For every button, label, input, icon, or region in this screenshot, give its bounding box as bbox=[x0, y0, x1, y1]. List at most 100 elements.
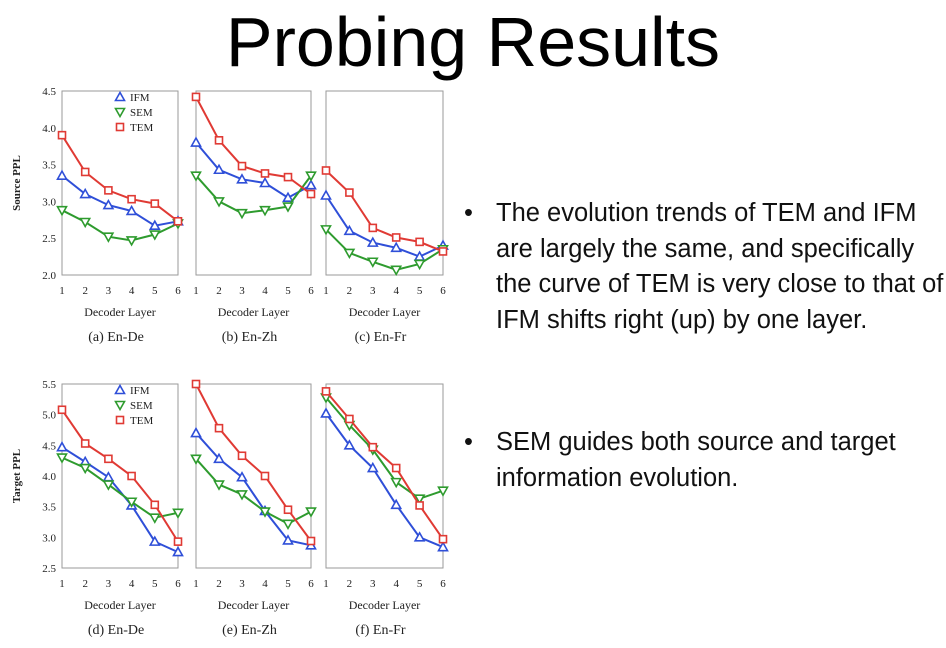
x-tick-label: 6 bbox=[308, 578, 314, 590]
data-point-sem bbox=[305, 171, 317, 182]
data-point-tem bbox=[57, 130, 67, 140]
data-point-tem bbox=[237, 161, 247, 171]
data-point-ifm bbox=[102, 198, 115, 210]
y-tick-label: 4.5 bbox=[42, 440, 56, 452]
data-point-sem bbox=[282, 519, 294, 530]
bullet-dot-icon: • bbox=[464, 428, 473, 456]
data-point-tem bbox=[391, 233, 401, 242]
x-tick-label: 3 bbox=[106, 578, 112, 590]
data-point-ifm bbox=[56, 169, 68, 180]
bullet-item: • The evolution trends of TEM and IFM ar… bbox=[460, 196, 946, 338]
bullet-dot-icon: • bbox=[464, 199, 473, 227]
x-tick-label: 3 bbox=[239, 285, 245, 297]
data-point-sem bbox=[148, 230, 161, 241]
data-point-tem bbox=[438, 534, 448, 544]
subplot-caption: (c) En-Fr bbox=[355, 330, 407, 345]
x-tick-label: 4 bbox=[262, 285, 268, 297]
data-point-tem bbox=[391, 463, 401, 473]
x-tick-label: 4 bbox=[129, 578, 135, 590]
legend-marker-tem bbox=[115, 415, 125, 425]
series-line-ifm bbox=[61, 174, 179, 227]
slide-title: Probing Results bbox=[225, 3, 721, 81]
data-point-sem bbox=[366, 257, 379, 268]
x-tick-label: 5 bbox=[285, 285, 291, 297]
x-tick-label: 3 bbox=[370, 285, 376, 297]
legend-marker-tem bbox=[115, 122, 125, 132]
data-point-ifm bbox=[236, 471, 248, 482]
data-point-sem bbox=[282, 202, 294, 213]
series-line-tem bbox=[325, 169, 444, 253]
data-point-sem bbox=[79, 463, 92, 475]
x-axis-label: Decoder Layer bbox=[218, 305, 290, 319]
plot-frame bbox=[325, 383, 444, 569]
x-tick-label: 2 bbox=[347, 285, 353, 297]
subplot-caption: (d) En-De bbox=[88, 623, 144, 638]
x-axis-label: Decoder Layer bbox=[349, 305, 421, 319]
data-point-ifm bbox=[259, 176, 271, 188]
y-tick-label: 2.0 bbox=[42, 270, 56, 282]
legend-marker-sem bbox=[114, 400, 126, 412]
data-point-sem bbox=[343, 248, 356, 260]
data-point-tem bbox=[415, 237, 424, 247]
data-point-sem bbox=[56, 453, 68, 464]
data-point-sem bbox=[390, 265, 403, 276]
data-point-sem bbox=[305, 507, 317, 518]
data-point-tem bbox=[321, 166, 331, 175]
data-point-tem bbox=[57, 405, 67, 415]
y-tick-label: 3.5 bbox=[42, 160, 56, 172]
bullet-text: SEM guides both source and target inform… bbox=[496, 428, 896, 492]
probing-charts: 2.0 2.5 3.0 3.5 4.0 4.5 Source PPL 1 2 3 4 5 6 Decode… bbox=[11, 86, 449, 638]
series-line-tem bbox=[195, 383, 312, 542]
x-tick-label: 2 bbox=[347, 578, 353, 590]
data-point-sem bbox=[413, 494, 426, 505]
data-point-tem bbox=[368, 442, 378, 452]
y-tick-label: 3.0 bbox=[42, 532, 56, 544]
bullet-text: The evolution trends of TEM and IFM are … bbox=[496, 199, 944, 334]
data-point-sem bbox=[390, 477, 403, 489]
data-point-ifm bbox=[343, 439, 356, 450]
data-point-tem bbox=[214, 423, 224, 433]
subplot-caption: (f) En-Fr bbox=[355, 623, 405, 638]
x-tick-label: 2 bbox=[216, 285, 222, 297]
y-tick-label: 5.0 bbox=[42, 410, 56, 422]
data-point-tem bbox=[80, 439, 90, 448]
x-tick-label: 6 bbox=[175, 578, 181, 590]
data-point-ifm bbox=[148, 219, 161, 230]
x-tick-label: 3 bbox=[239, 578, 245, 590]
plot-frame bbox=[195, 90, 312, 276]
data-point-sem bbox=[102, 480, 115, 491]
data-point-ifm bbox=[390, 241, 403, 253]
y-tick-label: 5.5 bbox=[42, 379, 56, 391]
data-point-tem bbox=[104, 454, 113, 464]
y-axis-label: Source PPL bbox=[11, 155, 23, 211]
data-point-ifm bbox=[56, 441, 68, 452]
x-axis-label: Decoder Layer bbox=[218, 598, 290, 612]
x-tick-label: 2 bbox=[82, 285, 88, 297]
y-tick-label: 3.0 bbox=[42, 196, 56, 208]
x-axis-label: Decoder Layer bbox=[84, 598, 156, 612]
data-point-ifm bbox=[413, 531, 426, 542]
series-line-tem bbox=[61, 409, 179, 543]
data-point-ifm bbox=[282, 191, 294, 203]
data-point-sem bbox=[190, 171, 202, 182]
y-tick-label: 2.5 bbox=[42, 563, 56, 575]
data-point-tem bbox=[104, 186, 113, 195]
data-point-ifm bbox=[190, 426, 202, 438]
plot-frame bbox=[325, 90, 444, 276]
x-tick-label: 6 bbox=[175, 285, 181, 297]
x-tick-label: 1 bbox=[59, 578, 65, 590]
data-point-tem bbox=[191, 92, 201, 102]
y-tick-label: 3.5 bbox=[42, 502, 56, 514]
y-tick-label: 4.0 bbox=[42, 123, 56, 135]
data-point-ifm bbox=[236, 173, 248, 184]
x-tick-label: 5 bbox=[152, 285, 158, 297]
data-point-sem bbox=[56, 205, 68, 217]
data-point-ifm bbox=[172, 545, 184, 557]
data-point-ifm bbox=[125, 204, 138, 216]
x-tick-label: 5 bbox=[285, 578, 291, 590]
data-point-tem bbox=[283, 505, 293, 515]
x-tick-label: 5 bbox=[417, 578, 423, 590]
data-point-tem bbox=[150, 199, 160, 208]
data-point-sem bbox=[413, 259, 426, 271]
series-line-ifm bbox=[325, 194, 444, 258]
